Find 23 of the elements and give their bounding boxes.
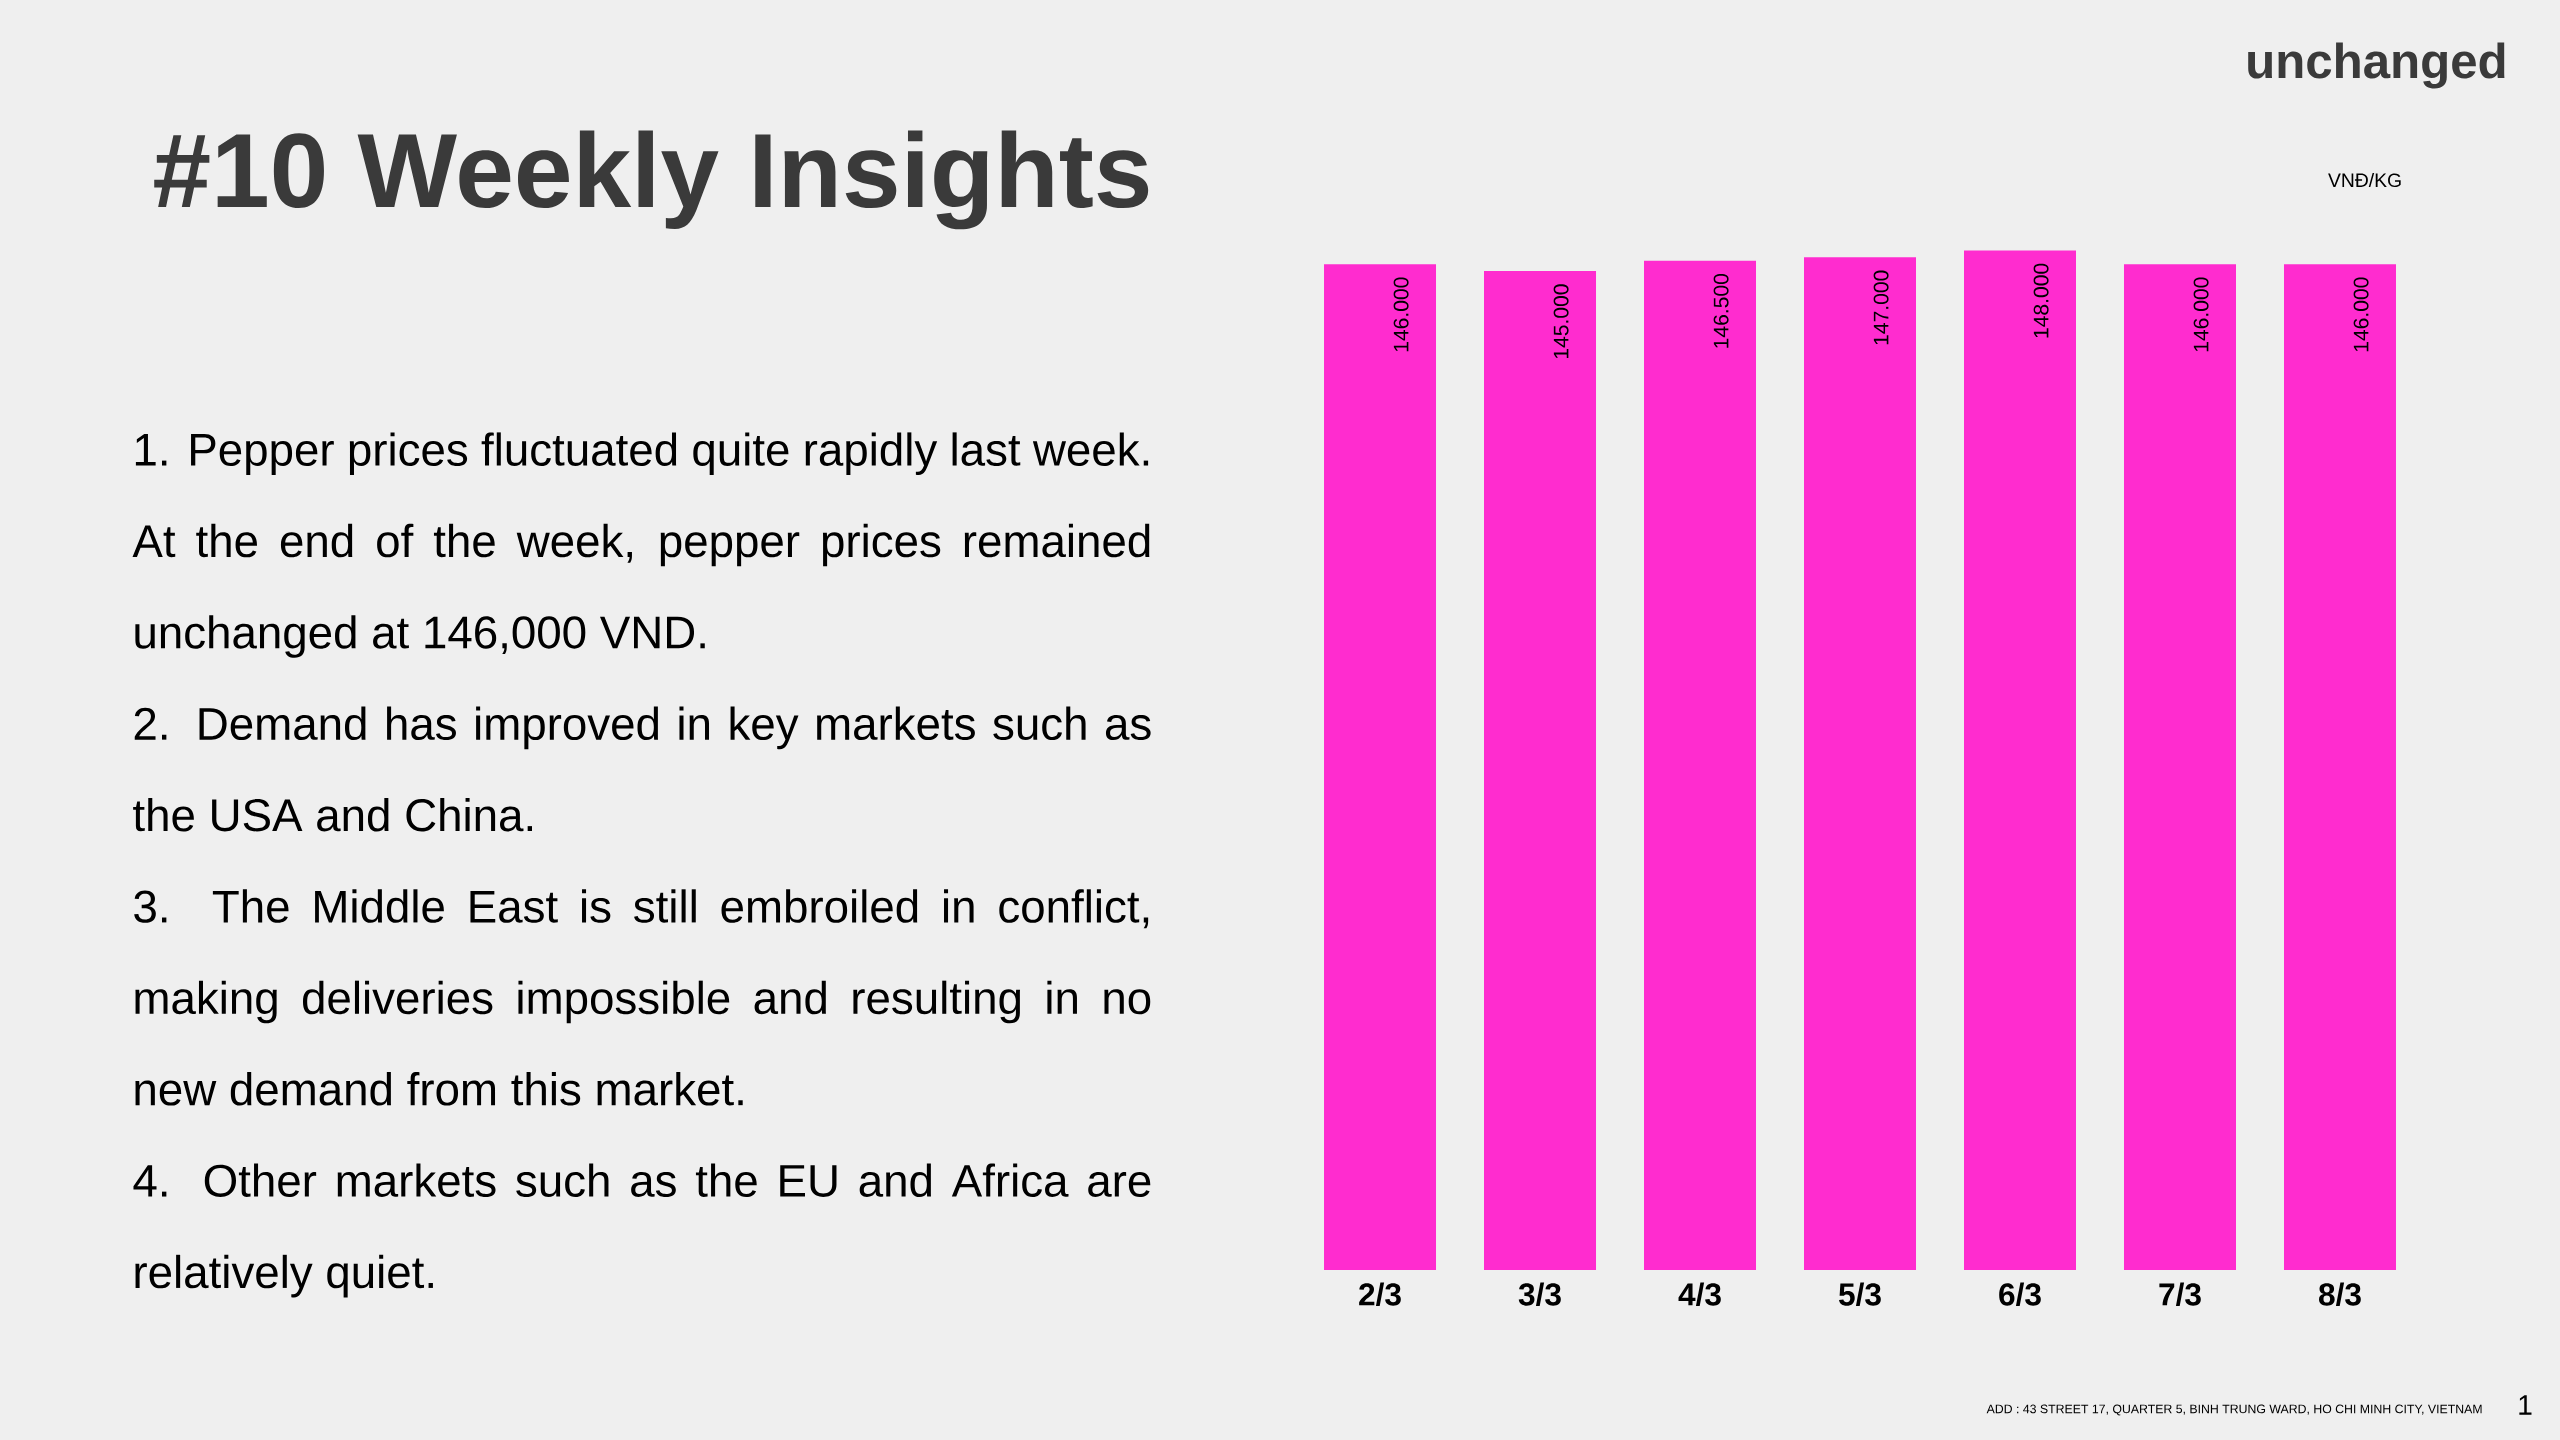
text: 4. Other markets such as the EU and Africa are relatively quiet. bbox=[133, 1163, 1151, 1298]
text: 2. Demand has improved in key markets such as the USA and China. bbox=[133, 706, 1151, 832]
text: 3. The Middle East is still embroiled in conflict, making deliveries impossible and resulting in no new demand from this market. bbox=[134, 889, 1151, 1106]
x-tick-label: 7/3 bbox=[2159, 1282, 2201, 1306]
data-label: 146.000 bbox=[2353, 277, 2369, 352]
x-tick-label: 2/3 bbox=[1359, 1282, 1401, 1306]
text: VNĐ/KG bbox=[2328, 172, 2401, 188]
data-label: 145.000 bbox=[1553, 284, 1569, 359]
x-tick-label: 3/3 bbox=[1518, 1282, 1561, 1306]
data-label: 148.000 bbox=[2033, 263, 2049, 338]
x-tick-label: 8/3 bbox=[2319, 1282, 2361, 1306]
data-label: 146.500 bbox=[1713, 273, 1729, 348]
data-label: 147.000 bbox=[1873, 270, 1889, 345]
x-tick-label: 4/3 bbox=[1678, 1282, 1721, 1306]
chart-title: #10 Weekly Insights bbox=[154, 130, 1149, 230]
data-label: 146.000 bbox=[1393, 277, 1409, 352]
data-label: 146.000 bbox=[2193, 277, 2209, 352]
text: unchanged bbox=[2248, 42, 2505, 89]
text: ADD : 43 STREET 17, QUARTER 5, BINH TRUNG WARD, HO CHI MINH CITY, VIETNAM bbox=[1986, 1404, 2482, 1416]
text: 1. Pepper prices fluctuated quite rapidly last week. At the end of the week, pepper prices remained unchanged at 146,000 VND. bbox=[132, 432, 1150, 658]
x-tick-label: 5/3 bbox=[1839, 1282, 1881, 1306]
x-tick-label: 6/3 bbox=[1999, 1282, 2041, 1306]
text: 1 bbox=[2519, 1395, 2532, 1415]
